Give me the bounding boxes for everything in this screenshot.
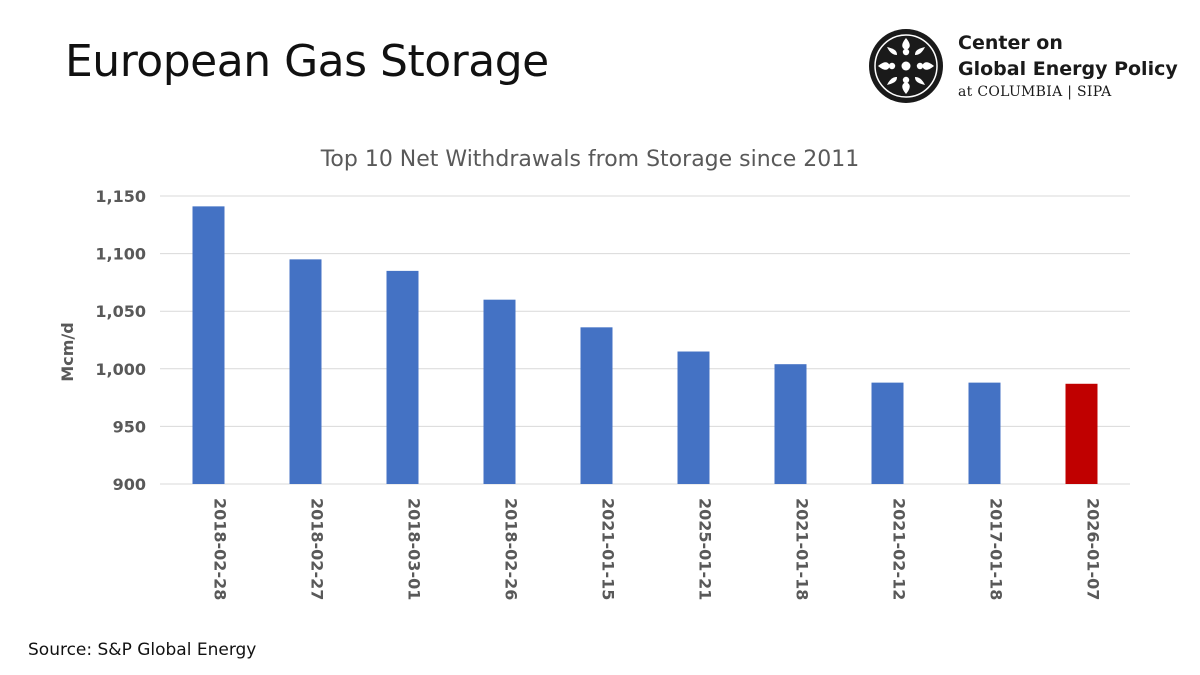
x-tick-label: 2025-01-21 <box>696 498 715 600</box>
bar-2025-01-21 <box>677 351 710 484</box>
bar-2021-01-18 <box>774 364 807 484</box>
logo: Center on Global Energy Policy at COLUMB… <box>868 28 1178 108</box>
x-tick-label: 2018-02-26 <box>502 498 521 600</box>
bars <box>192 206 1098 485</box>
bar-2018-03-01 <box>386 270 419 484</box>
bar-2021-02-12 <box>871 382 904 484</box>
x-tick-label: 2026-01-07 <box>1084 498 1103 600</box>
x-tick-label: 2021-01-15 <box>599 498 618 600</box>
bar-2018-02-27 <box>289 259 322 484</box>
gridlines <box>160 195 1130 485</box>
x-tick-label: 2018-03-01 <box>405 498 424 600</box>
y-tick-label: 1,000 <box>95 360 146 379</box>
logo-line3: at COLUMBIA | SIPA <box>958 84 1112 100</box>
bar-2026-01-07 <box>1065 383 1098 484</box>
bar-2021-01-15 <box>580 327 613 484</box>
logo-line2: Global Energy Policy <box>958 58 1178 80</box>
y-tick-label: 1,050 <box>95 302 146 321</box>
x-tick-label: 2018-02-28 <box>211 498 230 600</box>
logo-line1: Center on <box>958 32 1063 54</box>
x-axis-ticks: 2018-02-28 2018-02-27 2018-03-01 2018-02-26… <box>211 498 1103 600</box>
chart-title: Top 10 Net Withdrawals from Storage sinc… <box>320 147 860 172</box>
y-tick-label: 1,100 <box>95 245 146 264</box>
bar-2017-01-18 <box>968 382 1001 484</box>
y-tick-label: 900 <box>113 475 146 494</box>
bar-chart: Top 10 Net Withdrawals from Storage sinc… <box>58 147 1130 600</box>
y-tick-label: 950 <box>113 417 146 436</box>
y-tick-label: 1,150 <box>95 187 146 206</box>
x-tick-label: 2017-01-18 <box>987 498 1006 600</box>
x-tick-label: 2021-01-18 <box>793 498 812 600</box>
x-tick-label: 2018-02-27 <box>308 498 327 600</box>
x-tick-label: 2021-02-12 <box>890 498 909 600</box>
y-axis-label: Mcm/d <box>58 322 77 381</box>
bar-2018-02-28 <box>192 206 225 485</box>
y-axis-ticks: 900 950 1,000 1,050 1,100 1,150 <box>95 187 146 494</box>
slide-title: European Gas Storage <box>65 36 549 87</box>
source-note: Source: S&P Global Energy <box>28 640 257 660</box>
bar-2018-02-26 <box>483 299 516 484</box>
columbia-crown-emblem-icon <box>869 29 943 103</box>
